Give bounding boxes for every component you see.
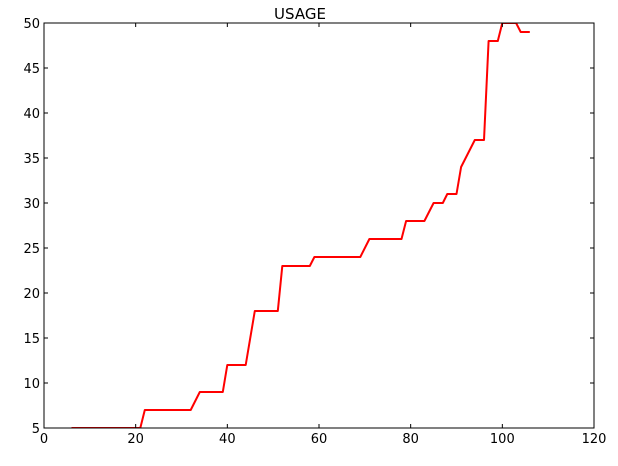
axis-ticks <box>43 22 595 429</box>
y-tick-label: 30 <box>23 197 40 212</box>
x-tick-label: 100 <box>490 432 515 447</box>
x-tick-label: 40 <box>219 432 236 447</box>
y-tick-label: 45 <box>23 62 40 77</box>
x-tick-label: 60 <box>311 432 328 447</box>
y-tick-label: 40 <box>23 107 40 122</box>
x-tick-label: 0 <box>40 432 48 447</box>
plot-area <box>71 23 530 428</box>
y-tick-label: 35 <box>23 152 40 167</box>
y-tick-label: 10 <box>23 377 40 392</box>
y-tick-label: 15 <box>23 332 40 347</box>
x-tick-label: 120 <box>582 432 607 447</box>
plot-frame <box>43 22 595 429</box>
y-tick-label: 5 <box>32 422 40 437</box>
y-tick-label: 50 <box>23 17 40 32</box>
x-tick-label: 80 <box>402 432 419 447</box>
chart-title: USAGE <box>274 5 326 23</box>
y-tick-label: 25 <box>23 242 40 257</box>
y-tick-label: 20 <box>23 287 40 302</box>
series-line-0 <box>71 23 530 428</box>
axis-tick-labels: 0 20 40 60 80 100 120 5 10 15 20 25 30 35 40 45 50 <box>23 17 606 447</box>
x-tick-label: 20 <box>127 432 144 447</box>
